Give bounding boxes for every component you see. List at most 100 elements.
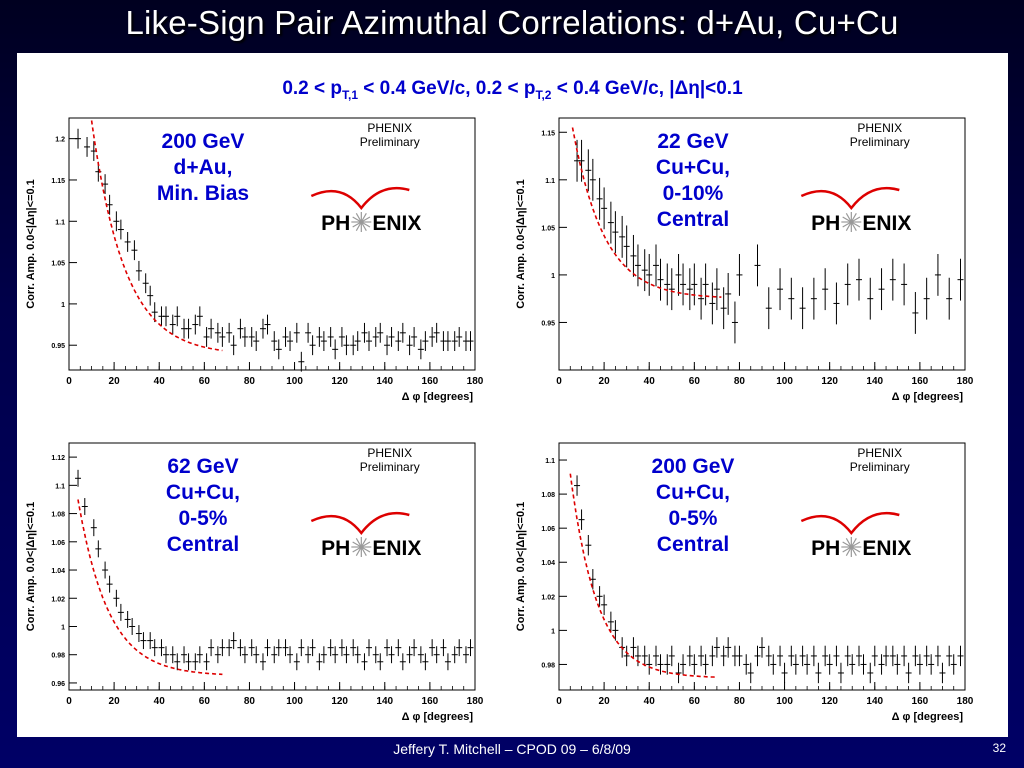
data-point: [293, 653, 300, 671]
plot-62gev-cucu: 0 20 40 60 80 100 120 140 160 180 0.96 0.98 1 1.02 1.0…: [25, 442, 484, 723]
data-point: [338, 327, 345, 347]
data-point: [151, 639, 158, 657]
x-tick-label: 160: [422, 376, 439, 387]
data-point: [271, 646, 278, 664]
data-point: [361, 653, 368, 671]
figure-panel: 0.2 < pT,1 < 0.4 GeV/c, 0.2 < pT,2 < 0.4…: [17, 53, 1008, 737]
data-point: [237, 639, 244, 657]
y-tick-label: 1.02: [51, 596, 65, 603]
data-point: [298, 639, 305, 657]
data-point: [657, 654, 664, 675]
footer-credit: Jeffery T. Mitchell – CPOD 09 – 6/8/09: [393, 741, 631, 757]
data-point: [162, 306, 169, 327]
x-tick-label: 140: [376, 696, 393, 707]
data-point: [241, 646, 248, 664]
data-point: [275, 339, 282, 360]
data-point: [691, 263, 698, 306]
data-point: [226, 639, 233, 657]
x-tick-label: 0: [556, 376, 562, 387]
logo-star-ray: [845, 538, 852, 548]
data-point: [226, 322, 233, 343]
data-point: [456, 327, 463, 347]
x-tick-label: 100: [776, 696, 793, 707]
subtitle-part-a: 0.2 < p: [282, 78, 342, 99]
y-tick-label: 0.95: [51, 343, 65, 350]
x-tick-label: 180: [957, 696, 974, 707]
x-tick-label: 180: [467, 376, 484, 387]
data-point: [860, 654, 867, 675]
data-point: [777, 645, 784, 667]
dataset-label: 0-5%: [668, 507, 717, 530]
data-point: [124, 232, 131, 252]
data-point: [293, 322, 300, 343]
data-point: [113, 211, 120, 232]
data-point: [433, 646, 440, 664]
logo-text-left: PH: [321, 537, 350, 560]
data-point: [612, 620, 619, 641]
data-point: [237, 318, 244, 339]
logo-star-ray: [352, 221, 362, 228]
y-tick-label: 0.98: [541, 662, 555, 669]
data-point: [702, 654, 709, 675]
dataset-label: 0-10%: [663, 182, 724, 205]
data-point: [406, 646, 413, 664]
logo-star-ray: [851, 221, 861, 228]
data-point: [142, 273, 149, 294]
logo-star-ray: [355, 221, 362, 231]
data-point: [185, 318, 192, 339]
data-point: [208, 318, 215, 339]
data-point: [765, 287, 772, 330]
logo-star-ray: [845, 213, 852, 223]
data-point: [788, 645, 795, 667]
x-tick-label: 120: [331, 696, 348, 707]
logo-arc: [800, 511, 900, 536]
data-point: [607, 201, 614, 244]
data-point: [90, 519, 97, 537]
data-point: [946, 645, 953, 667]
data-point: [117, 219, 124, 240]
data-point: [905, 662, 912, 684]
data-point: [422, 331, 429, 351]
x-tick-label: 20: [599, 376, 611, 387]
data-point: [641, 645, 648, 667]
data-point: [686, 645, 693, 667]
data-point: [332, 339, 339, 360]
data-point: [657, 258, 664, 301]
x-axis-label: Δ φ [degrees]: [892, 391, 964, 403]
logo-star-ray: [851, 216, 861, 223]
data-point: [248, 327, 255, 347]
data-point: [305, 646, 312, 664]
x-tick-label: 60: [689, 696, 701, 707]
data-point: [451, 331, 458, 351]
logo-star-ray: [851, 541, 861, 548]
data-point: [901, 263, 908, 306]
data-point: [634, 244, 641, 287]
data-point: [894, 654, 901, 675]
dataset-label: 62 GeV: [167, 455, 238, 478]
data-point: [675, 662, 682, 684]
data-point: [934, 253, 941, 296]
data-point: [957, 645, 964, 667]
data-point: [578, 139, 585, 182]
phenix-logo: PH ENIX: [800, 511, 911, 560]
preliminary-annotation: PHENIX: [857, 446, 902, 460]
data-point: [849, 654, 856, 675]
data-point: [75, 128, 82, 149]
data-point: [271, 331, 278, 351]
dataset-label: Central: [657, 208, 729, 231]
data-point: [417, 339, 424, 360]
data-point: [596, 177, 603, 220]
data-point: [585, 534, 592, 556]
data-point: [928, 654, 935, 675]
x-tick-label: 80: [734, 696, 746, 707]
plot-frame: [68, 442, 476, 691]
data-point: [709, 282, 716, 325]
data-point: [589, 158, 596, 201]
y-tick-label: 1: [61, 302, 65, 309]
x-tick-label: 160: [422, 696, 439, 707]
data-point: [871, 645, 878, 667]
data-point: [411, 327, 418, 347]
y-tick-label: 1.04: [51, 568, 65, 575]
y-tick-label: 1.12: [51, 455, 65, 462]
data-point: [781, 662, 788, 684]
